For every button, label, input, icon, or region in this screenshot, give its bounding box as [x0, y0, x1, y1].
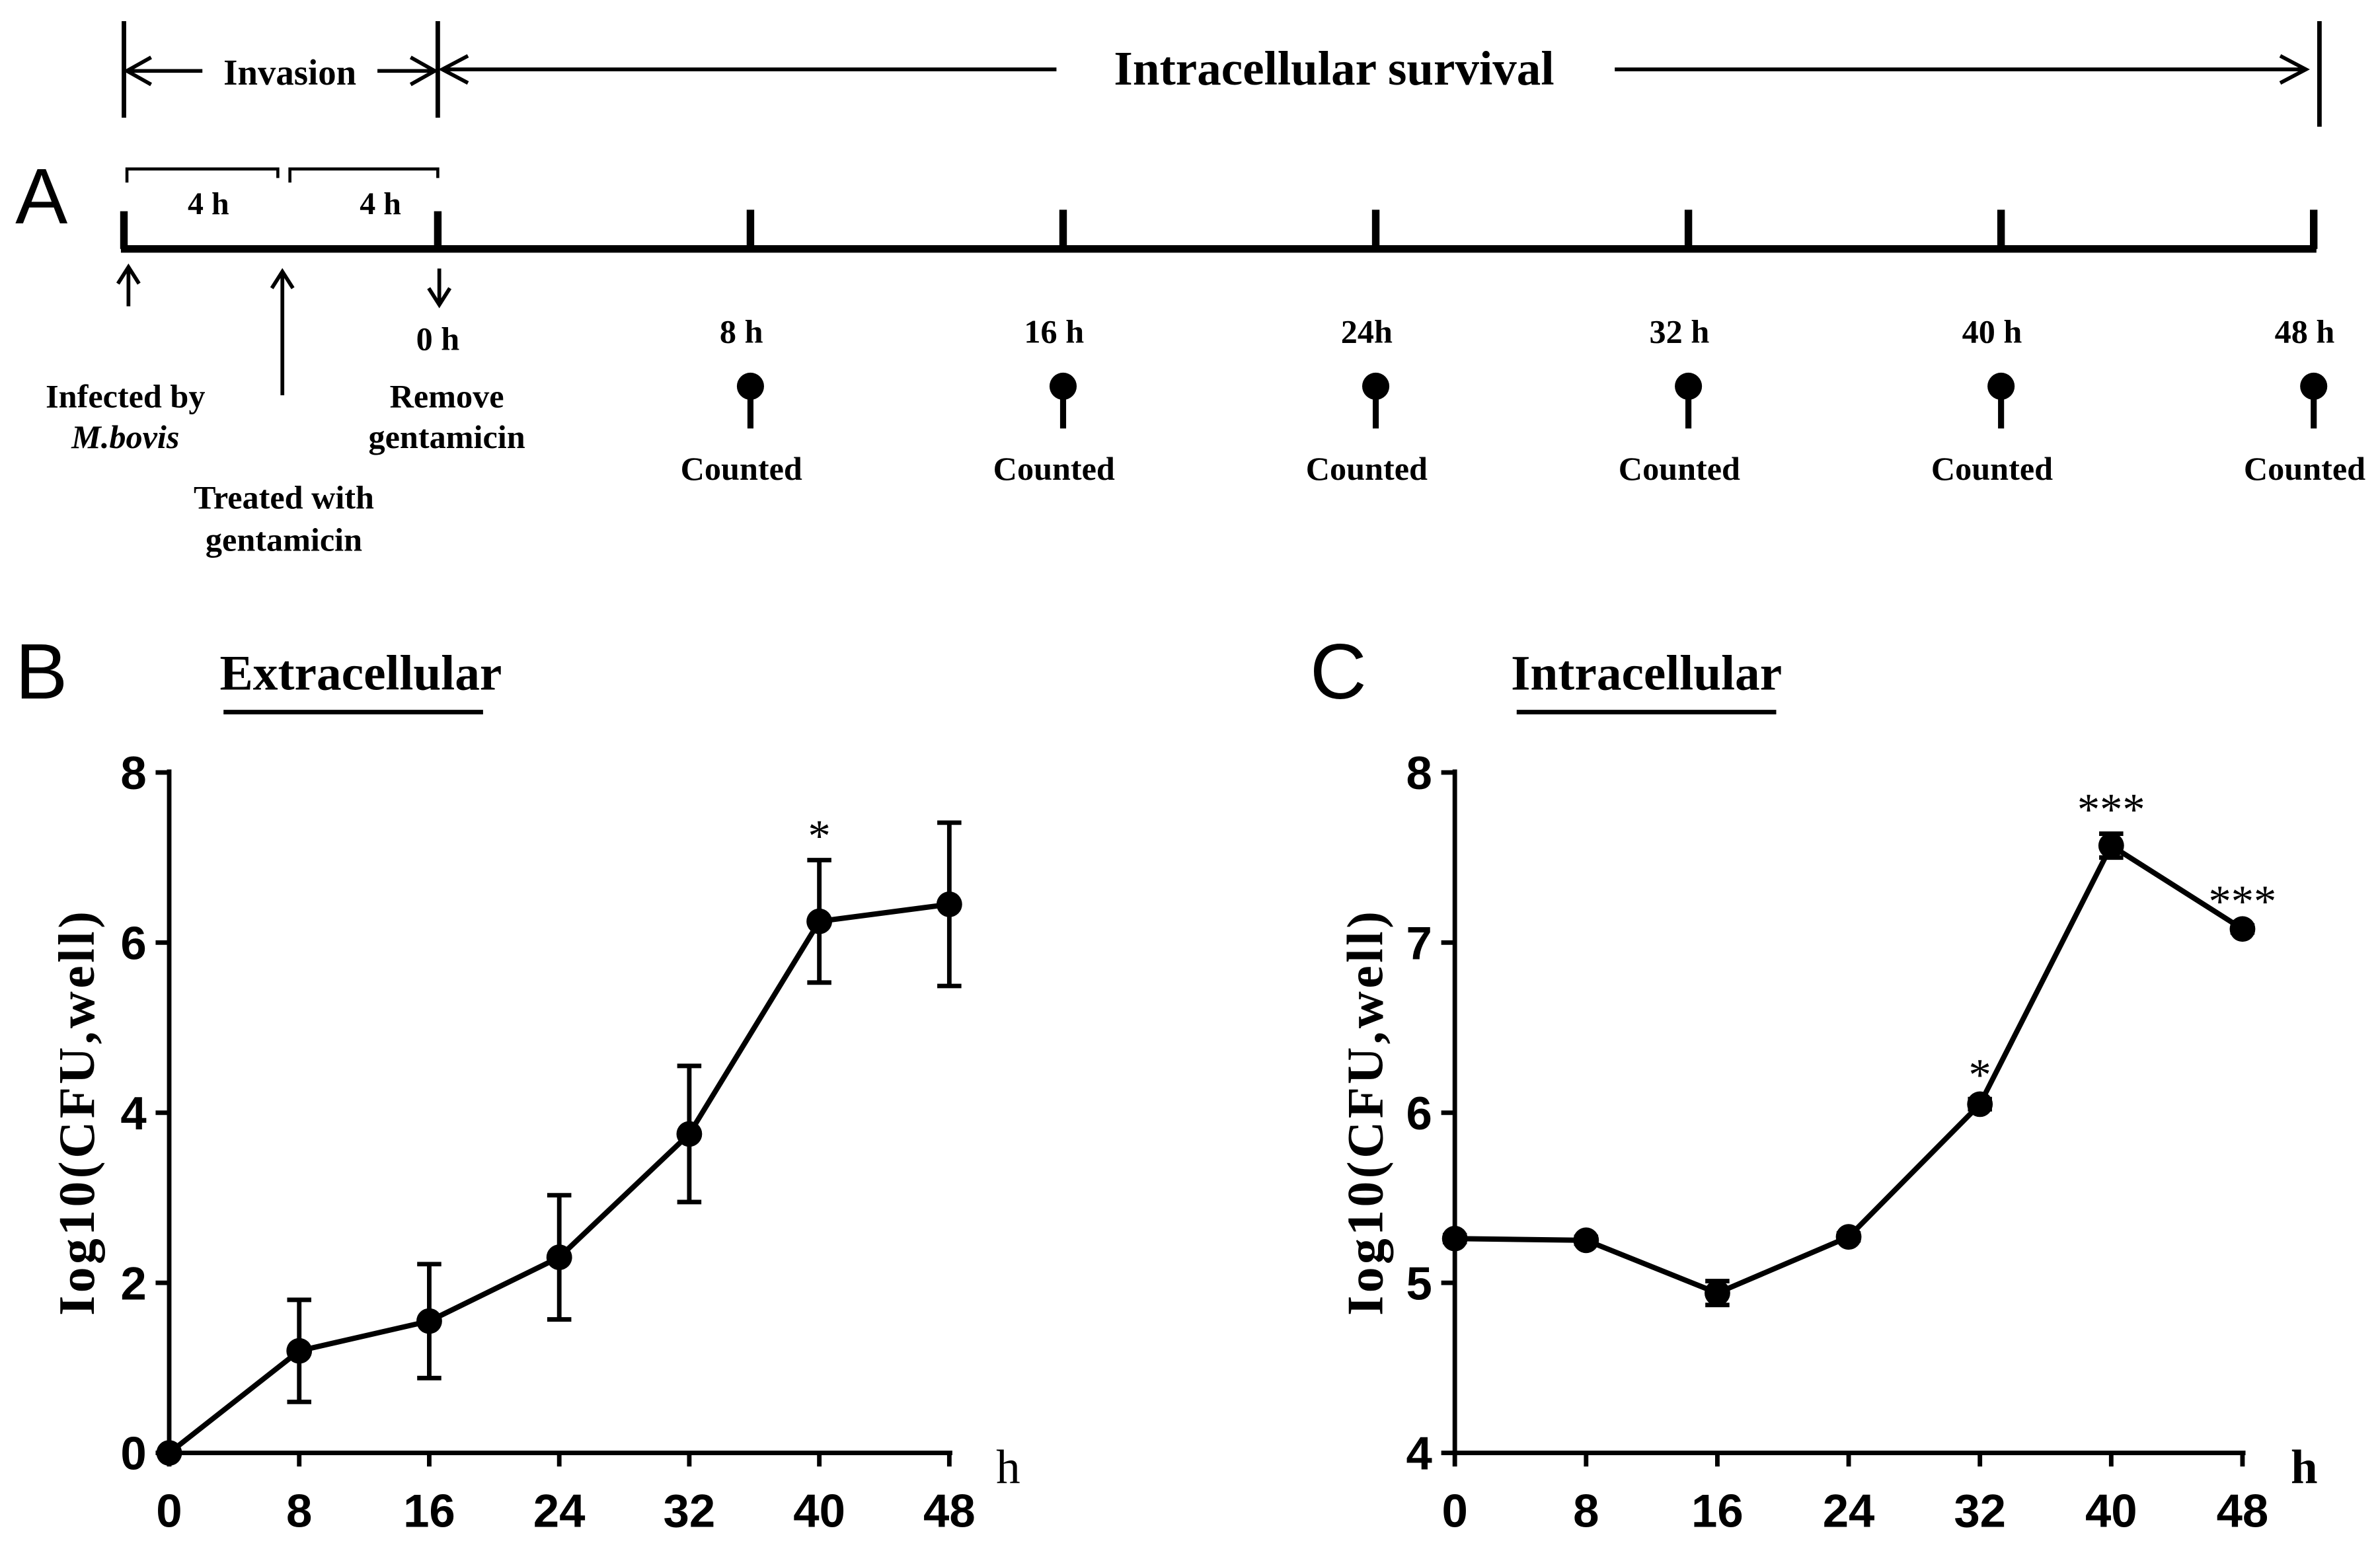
y-tick-label: 0: [120, 1427, 146, 1480]
counted-label: Counted: [1931, 450, 2053, 487]
bracket-first-4h: [125, 167, 280, 183]
y-tick-label: 2: [120, 1257, 146, 1309]
timepoint-16h: 16 h Counted: [993, 209, 1115, 487]
y-tick-label: 7: [1406, 917, 1432, 969]
panel-c-intracellular-chart: C Intracellular Iog10(CFU,well) h 4 5 6 7 8 0…: [1310, 628, 2318, 1536]
x-tick-label: 32: [1954, 1484, 2006, 1536]
y-tick-label: 6: [120, 917, 146, 969]
x-tick-label: 40: [793, 1484, 845, 1536]
significance-marker: ***: [2077, 784, 2145, 835]
counted-label: Counted: [681, 450, 802, 487]
panel-b-extracellular-chart: B Extracellular Iog10(CFU,well) h 024680…: [15, 628, 1020, 1536]
data-point: [156, 1440, 182, 1466]
infected-label-line1: Infected by: [46, 377, 205, 414]
panel-c-letter: C: [1310, 628, 1367, 716]
timepoint-24h: 24h Counted: [1306, 209, 1428, 487]
chart-b-title: Extracellular: [220, 646, 502, 700]
chart-c-y-axis-label: Iog10(CFU,well): [1337, 911, 1394, 1316]
data-point: [1835, 1224, 1862, 1250]
x-tick-label: 16: [403, 1484, 455, 1536]
x-tick-label: 0: [156, 1484, 182, 1536]
zero-hour-label: 0 h: [416, 321, 460, 358]
data-point: [806, 908, 833, 934]
treated-label-line2: gentamicin: [206, 521, 362, 558]
counted-label: Counted: [1619, 450, 1740, 487]
data-point: [1705, 1280, 1730, 1306]
chart-b-x-axis-label: h: [996, 1440, 1020, 1494]
timepoint-40h: 40 h Counted: [1931, 209, 2053, 487]
x-tick-label: 24: [1823, 1484, 1875, 1536]
y-tick-label: 4: [120, 1087, 146, 1139]
chart-c-title: Intracellular: [1511, 646, 1782, 700]
x-tick-label: 48: [2217, 1484, 2269, 1536]
data-point: [1441, 1225, 1468, 1252]
x-tick-label: 48: [923, 1484, 976, 1536]
timepoint-48h: 48 h Counted: [2244, 209, 2365, 487]
counted-label: Counted: [993, 450, 1115, 487]
x-tick-label: 40: [2085, 1484, 2137, 1536]
data-point: [546, 1244, 572, 1270]
counted-label: Counted: [1306, 450, 1428, 487]
panel-a-timeline: A Invasion Intracellular survival 4 h 4 …: [15, 20, 2365, 558]
bracket-label-second: 4 h: [360, 186, 401, 221]
x-tick-label: 16: [1691, 1484, 1744, 1536]
y-tick-label: 8: [120, 747, 146, 799]
x-tick-label: 8: [1573, 1484, 1599, 1536]
significance-marker: *: [808, 811, 830, 861]
timepoint-8h: 8 h Counted: [681, 209, 802, 487]
arrow-right-icon: [409, 56, 439, 87]
data-point: [416, 1308, 442, 1334]
arrow-left-icon: [438, 54, 469, 85]
treated-label-line1: Treated with: [194, 478, 374, 515]
x-tick-label: 24: [533, 1484, 586, 1536]
timepoint-label: 48 h: [2275, 313, 2335, 350]
data-point: [286, 1338, 313, 1364]
arrow-down-icon: [427, 287, 452, 309]
survival-label: Intracellular survival: [1114, 42, 1554, 95]
y-tick-label: 5: [1406, 1257, 1432, 1309]
invasion-label: Invasion: [223, 52, 356, 93]
counted-label: Counted: [2244, 450, 2365, 487]
significance-marker: *: [1969, 1049, 1991, 1100]
arrow-right-icon: [2279, 54, 2310, 85]
significance-marker: ***: [2209, 876, 2277, 927]
chart-c-x-axis-label: h: [2291, 1440, 2318, 1494]
x-tick-label: 32: [664, 1484, 716, 1536]
remove-label-line1: Remove: [390, 377, 504, 414]
bracket-second-4h: [288, 167, 440, 183]
timepoint-32h: 32 h Counted: [1619, 209, 1740, 487]
x-tick-label: 0: [1442, 1484, 1468, 1536]
panel-a-letter: A: [15, 153, 67, 241]
data-point: [1573, 1227, 1599, 1254]
y-tick-label: 8: [1406, 747, 1432, 799]
timepoint-label: 40 h: [1962, 313, 2022, 350]
chart-b-y-axis-label: Iog10(CFU,well): [48, 911, 105, 1316]
infected-label-line2: M.bovis: [71, 418, 179, 455]
arrow-up-icon: [116, 263, 141, 285]
panel-b-letter: B: [15, 628, 67, 716]
timepoint-label: 32 h: [1650, 313, 1710, 350]
timepoint-label: 8 h: [720, 313, 763, 350]
data-point: [676, 1121, 703, 1147]
y-tick-label: 4: [1406, 1427, 1432, 1480]
timepoint-label: 16 h: [1024, 313, 1084, 350]
data-point: [1967, 1091, 1993, 1117]
arrow-up-icon: [270, 268, 295, 289]
data-point: [2098, 833, 2124, 859]
remove-label-line2: gentamicin: [369, 418, 525, 455]
data-point: [936, 891, 962, 917]
x-tick-label: 8: [286, 1484, 312, 1536]
timepoint-label: 24h: [1341, 313, 1393, 350]
arrow-left-icon: [123, 56, 153, 87]
timepoint-group: 8 h Counted 16 h Counted 24h Counted 32 h Count…: [681, 209, 2365, 487]
bracket-label-first: 4 h: [188, 186, 229, 221]
y-tick-label: 6: [1406, 1087, 1432, 1139]
data-point: [2229, 916, 2256, 942]
